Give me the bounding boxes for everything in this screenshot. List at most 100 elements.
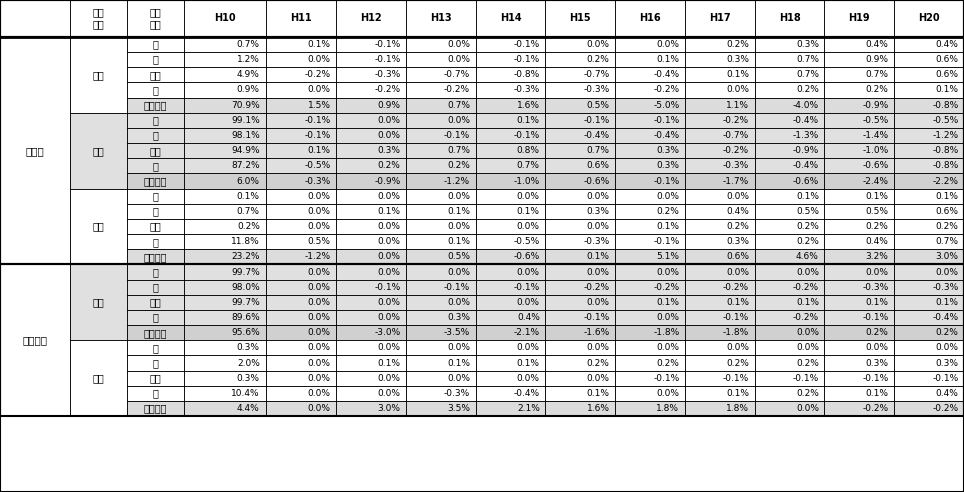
Bar [824,370,895,386]
Bar [336,204,406,219]
Bar [336,82,406,97]
Text: 0.2%: 0.2% [935,222,958,231]
Bar [184,143,266,158]
Bar [266,67,336,82]
Text: 0.6%: 0.6% [935,55,958,64]
Text: -0.1%: -0.1% [863,374,889,383]
Text: -0.3%: -0.3% [443,389,470,398]
Bar [266,0,336,37]
Bar [546,52,615,67]
Text: 3.5%: 3.5% [447,404,470,413]
Bar [127,82,184,97]
Text: 0.0%: 0.0% [308,192,331,201]
Bar [127,113,184,128]
Text: 0.1%: 0.1% [447,237,470,246]
Text: 0.6%: 0.6% [587,161,609,170]
Text: 0.0%: 0.0% [308,207,331,216]
Text: 0.2%: 0.2% [866,86,889,94]
Text: 特支: 特支 [149,146,161,155]
Text: -0.2%: -0.2% [583,283,609,292]
Text: -0.1%: -0.1% [792,374,818,383]
Bar [755,249,824,264]
Bar [475,158,546,173]
Text: 公立: 公立 [93,146,104,155]
Text: H12: H12 [361,13,382,24]
Bar [406,401,475,416]
Text: -0.6%: -0.6% [792,177,818,185]
Text: -0.2%: -0.2% [792,283,818,292]
Text: -0.9%: -0.9% [792,146,818,155]
Bar [184,158,266,173]
Bar [184,128,266,143]
Text: 0.0%: 0.0% [447,192,470,201]
Bar [685,249,755,264]
Bar [336,370,406,386]
Bar [184,401,266,416]
Text: -0.1%: -0.1% [443,283,470,292]
Bar [184,386,266,401]
Text: 0.4%: 0.4% [935,40,958,49]
Text: 0.0%: 0.0% [866,343,889,352]
Bar [755,401,824,416]
Text: 0.0%: 0.0% [308,86,331,94]
Text: 0.3%: 0.3% [726,237,749,246]
Bar [895,325,964,340]
Bar [406,310,475,325]
Text: 0.0%: 0.0% [308,374,331,383]
Bar [755,340,824,355]
Text: 0.4%: 0.4% [866,237,889,246]
Text: 0.0%: 0.0% [796,343,818,352]
Text: -1.6%: -1.6% [583,328,609,337]
Bar [685,204,755,219]
Text: 3.2%: 3.2% [866,252,889,261]
Bar [127,325,184,340]
Bar [755,310,824,325]
Text: 99.1%: 99.1% [231,116,259,125]
Text: 0.2%: 0.2% [237,222,259,231]
Text: 0.7%: 0.7% [796,55,818,64]
Bar [475,37,546,52]
Bar [336,355,406,370]
Text: 教育
段階: 教育 段階 [149,8,161,29]
Text: 0.2%: 0.2% [796,86,818,94]
Bar [546,204,615,219]
Text: 11.8%: 11.8% [231,237,259,246]
Text: 0.0%: 0.0% [447,268,470,277]
Bar [0,37,69,264]
Text: -0.1%: -0.1% [583,116,609,125]
Text: -0.5%: -0.5% [514,237,540,246]
Text: 設置
形態: 設置 形態 [93,8,104,29]
Bar [406,370,475,386]
Text: -0.2%: -0.2% [654,283,680,292]
Bar [127,0,184,37]
Bar [266,52,336,67]
Bar [615,355,685,370]
Text: 1.2%: 1.2% [237,55,259,64]
Text: -1.8%: -1.8% [723,328,749,337]
Text: 大・短大: 大・短大 [144,176,167,186]
Bar [685,82,755,97]
Text: 0.0%: 0.0% [377,268,400,277]
Text: 4.6%: 4.6% [796,252,818,261]
Text: 特支: 特支 [149,373,161,383]
Bar [615,188,685,204]
Bar [184,173,266,188]
Bar [685,113,755,128]
Bar [184,325,266,340]
Bar [184,204,266,219]
Text: -0.4%: -0.4% [654,131,680,140]
Bar [336,340,406,355]
Bar [895,67,964,82]
Bar [895,113,964,128]
Text: -1.7%: -1.7% [723,177,749,185]
Bar [336,158,406,173]
Text: 0.1%: 0.1% [866,298,889,307]
Text: 0.0%: 0.0% [308,268,331,277]
Bar [127,279,184,295]
Text: 大・短大: 大・短大 [144,252,167,262]
Text: 0.0%: 0.0% [656,268,680,277]
Bar [336,279,406,295]
Text: 0.7%: 0.7% [237,40,259,49]
Bar [895,82,964,97]
Text: 3.0%: 3.0% [935,252,958,261]
